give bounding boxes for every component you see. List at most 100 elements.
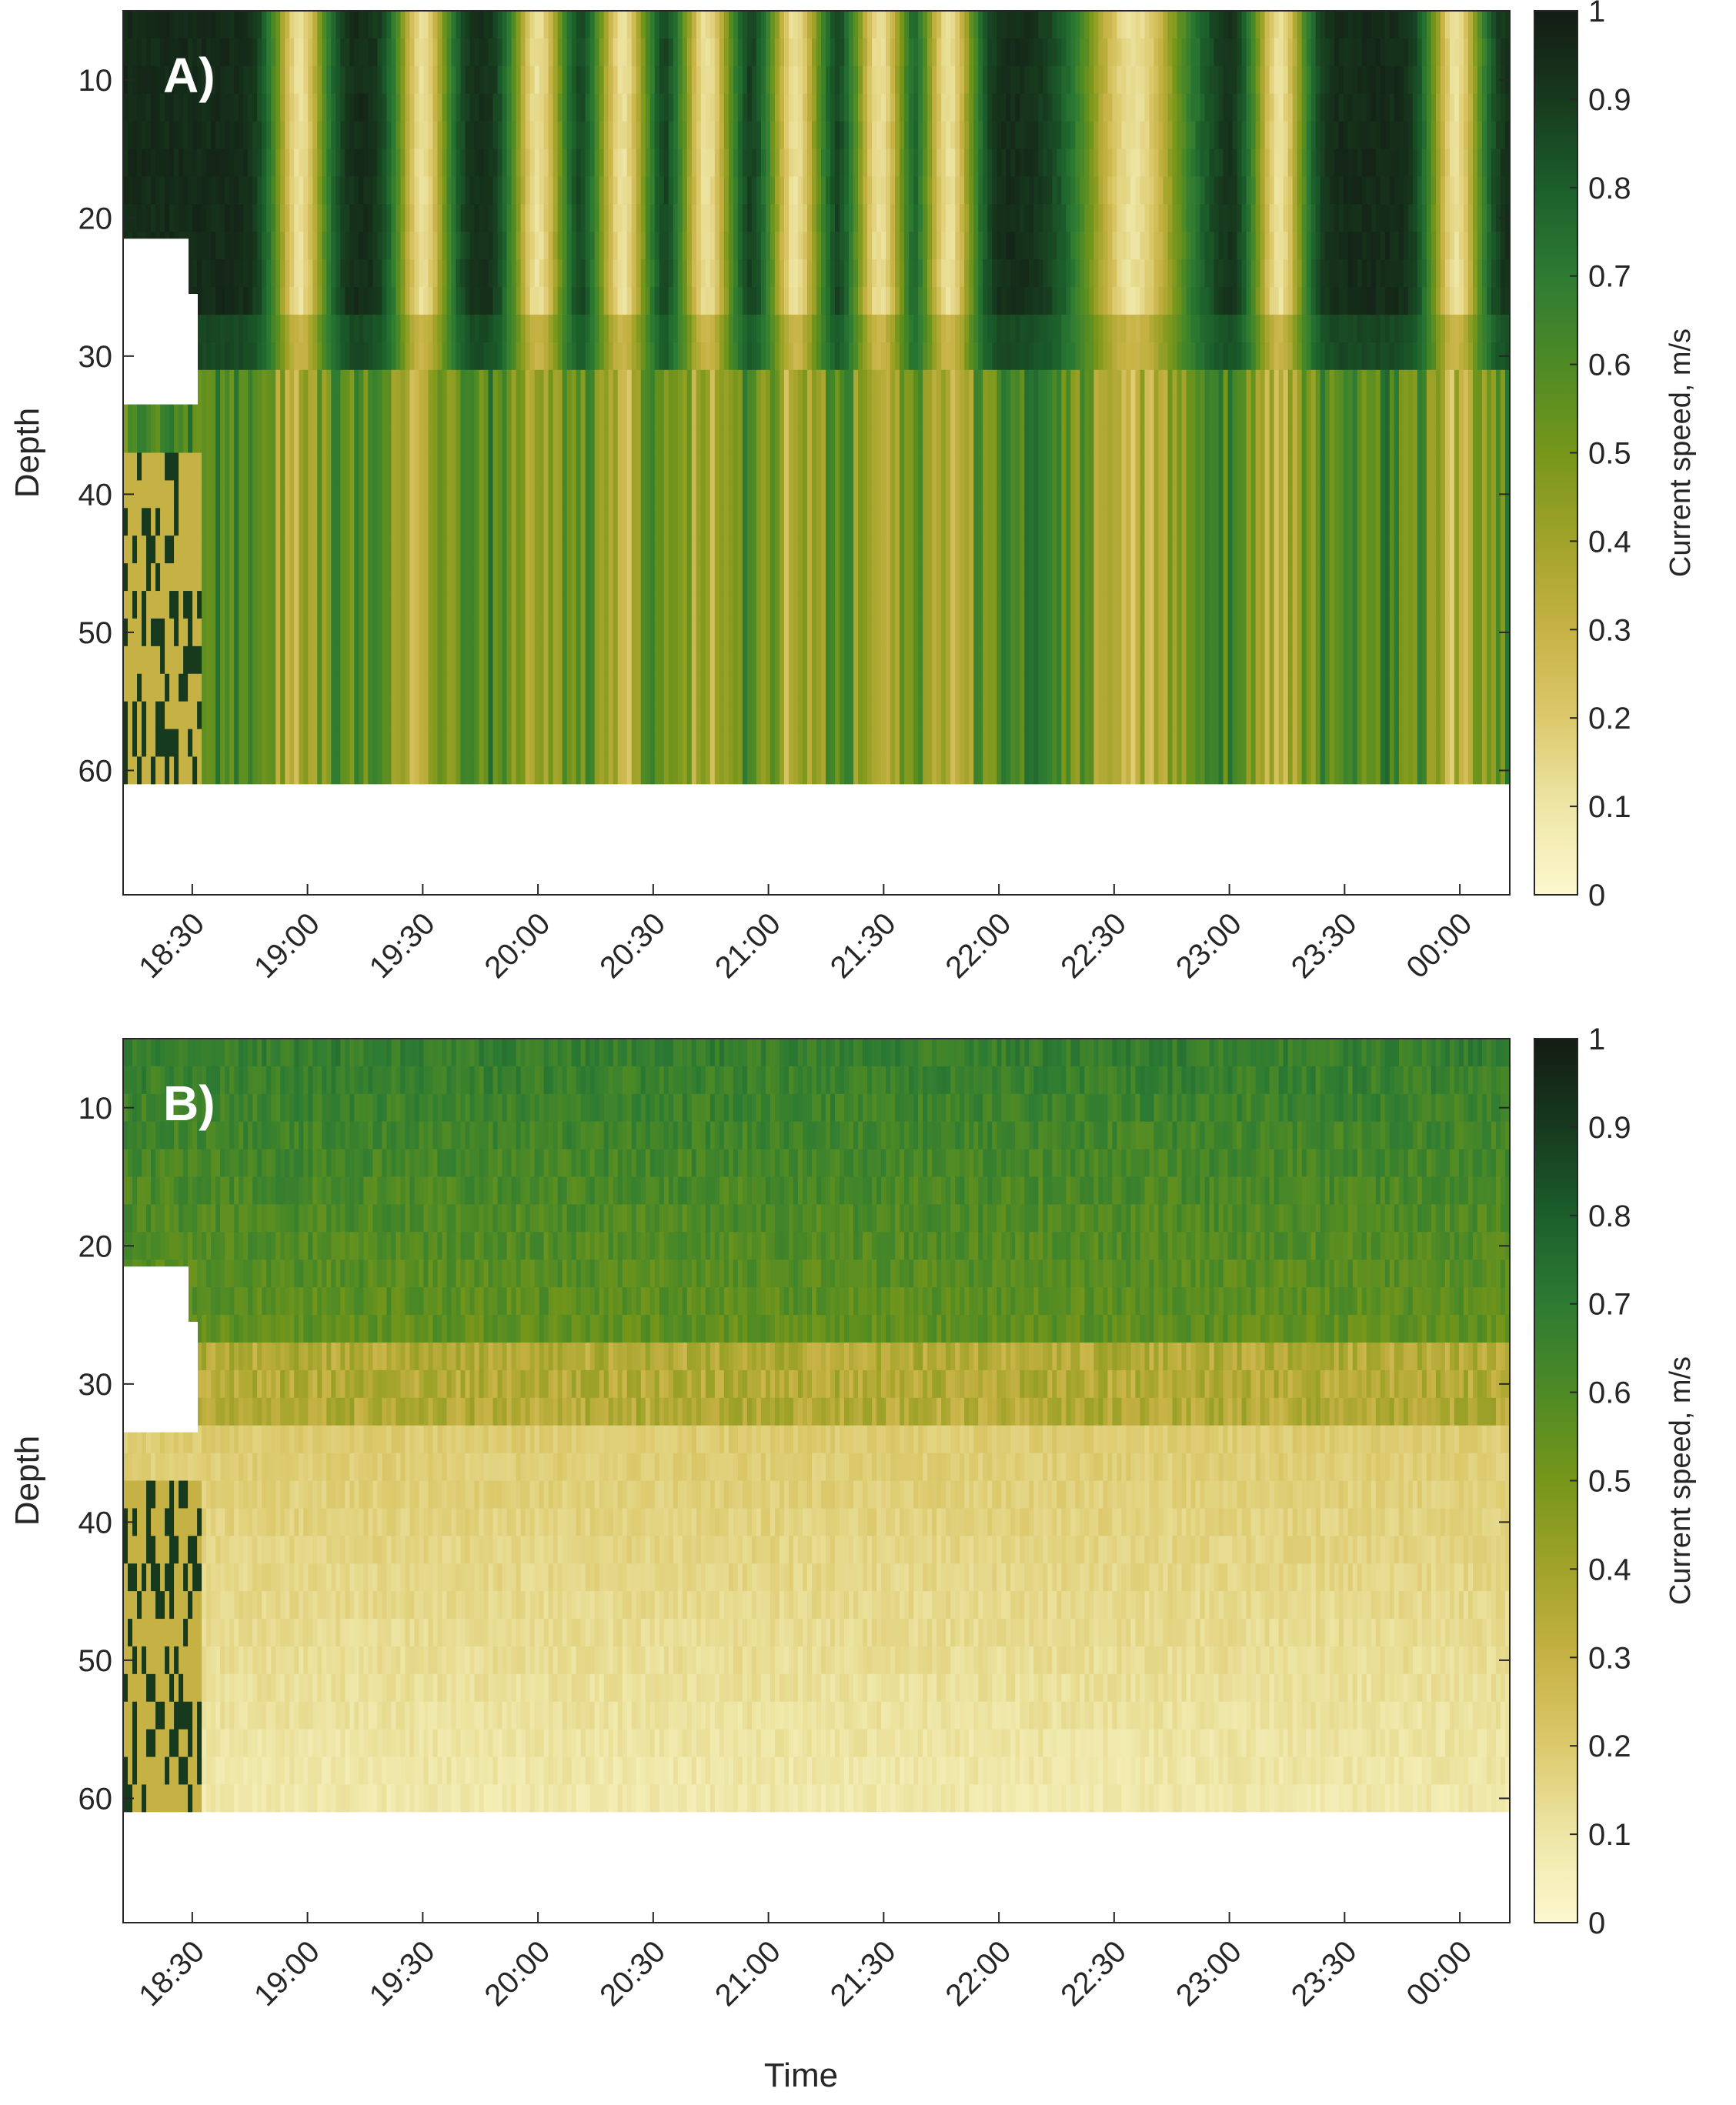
heatmap-cell [649,397,656,426]
heatmap-cell [904,701,910,730]
heatmap-cell [886,93,891,122]
heatmap-cell [349,480,355,509]
heatmap-cell [414,535,420,564]
heatmap-cell [248,65,253,95]
heatmap-cell [502,729,508,758]
heatmap-cell [553,314,559,343]
heatmap-cell [409,342,416,371]
heatmap-cell [423,673,429,702]
heatmap-cell [867,591,873,619]
heatmap-cell [872,65,877,95]
heatmap-cell [465,673,471,702]
heatmap-cell [345,232,350,260]
heatmap-cell [562,508,568,536]
heatmap-cell [654,342,660,371]
heatmap-cell [816,232,822,260]
heatmap-cell [571,314,577,343]
heatmap-cell [197,342,202,371]
heatmap-cell [742,65,748,95]
heatmap-cell [456,148,462,178]
heatmap-cell [252,729,258,758]
heatmap-cell [405,11,411,39]
heatmap-cell [719,452,725,482]
heatmap-cell [345,425,350,454]
heatmap-cell [751,480,757,509]
heatmap-cell [285,756,290,785]
heatmap-cell [359,287,364,315]
heatmap-cell [626,452,633,482]
heatmap-cell [932,563,937,592]
heatmap-cell [923,480,928,509]
heatmap-cell [589,480,596,509]
heatmap-cell [220,176,225,205]
heatmap-cell [142,646,147,675]
heatmap-cell [668,397,674,426]
heatmap-cell [492,342,499,371]
heatmap-cell [326,38,332,67]
heatmap-cell [821,756,826,785]
heatmap-cell [904,618,910,647]
heatmap-cell [603,480,609,509]
heatmap-cell [460,701,466,730]
heatmap-cell [206,287,212,315]
heatmap-cell [811,591,817,619]
heatmap-cell [349,65,355,95]
heatmap-cell [932,701,937,730]
heatmap-cell [192,508,198,536]
heatmap-cell [229,756,235,785]
heatmap-cell [206,11,212,39]
heatmap-cell [723,38,729,67]
heatmap-cell [197,121,202,150]
heatmap-cell [386,452,392,482]
heatmap-cell [428,452,434,482]
heatmap-cell [576,11,582,39]
heatmap-cell [700,259,706,288]
heatmap-cell [580,38,586,67]
heatmap-cell [613,176,619,205]
heatmap-cell [243,65,249,95]
heatmap-cell [714,11,720,39]
heatmap-cell [257,535,262,564]
heatmap-cell [354,729,359,758]
heatmap-cell [456,204,462,232]
heatmap-cell [146,121,152,150]
heatmap-cell [553,508,559,536]
heatmap-cell [257,148,262,178]
heatmap-cell [705,535,711,564]
heatmap-cell [345,563,350,592]
heatmap-cell [363,287,369,315]
heatmap-cell [229,369,235,399]
heatmap-cell [446,508,452,536]
heatmap-cell [215,93,221,122]
heatmap-cell [202,397,207,426]
heatmap-cell [677,673,683,702]
heatmap-cell [714,121,720,150]
heatmap-cell [733,729,739,758]
heatmap-cell [904,563,910,592]
heatmap-cell [192,259,198,288]
heatmap-cell [432,591,439,619]
heatmap-cell [539,480,545,509]
heatmap-cell [215,232,221,260]
heatmap-cell [506,646,512,675]
heatmap-cell [266,701,272,730]
heatmap-cell [806,646,813,675]
heatmap-cell [308,204,313,232]
heatmap-cell [432,729,439,758]
heatmap-cell [844,11,850,39]
heatmap-cell [169,646,175,675]
heatmap-cell [659,93,665,122]
heatmap-cell [511,148,517,178]
heatmap-cell [534,65,540,95]
heatmap-cell [585,204,591,232]
heatmap-cell [340,701,346,730]
heatmap-cell [312,756,318,785]
heatmap-cell [909,93,914,122]
heatmap-cell [881,204,886,232]
heatmap-cell [275,232,281,260]
heatmap-cell [797,618,803,647]
heatmap-cell [234,480,239,509]
heatmap-cell [719,121,725,150]
heatmap-cell [553,591,559,619]
heatmap-cell [234,121,239,150]
